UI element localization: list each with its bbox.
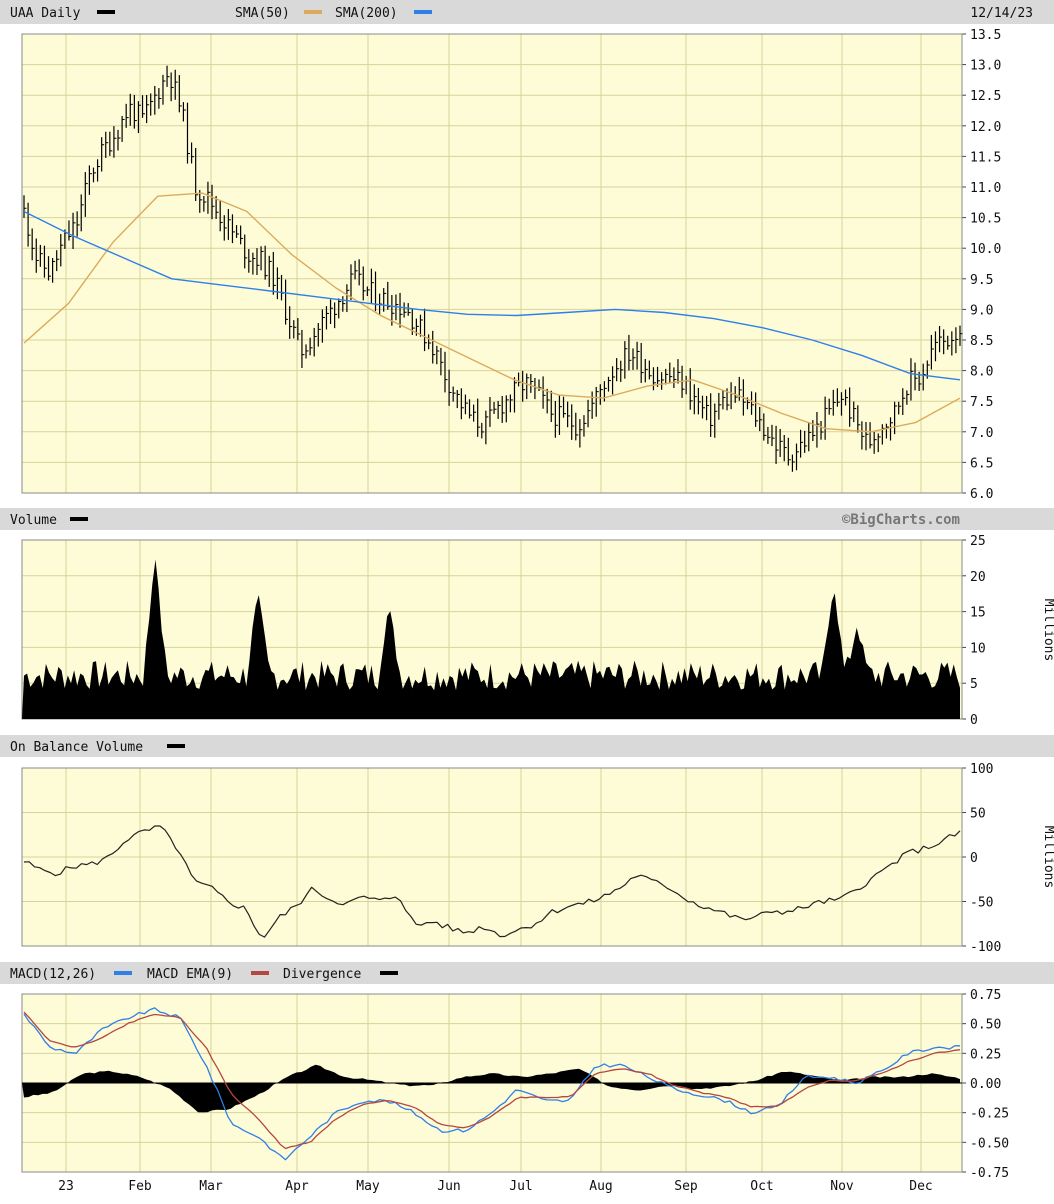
- macd-title: MACD(12,26): [10, 967, 96, 982]
- obv-frame: [21, 767, 963, 947]
- sma200-label: SMA(200): [335, 6, 398, 21]
- x-tick-label-4: May: [356, 1179, 380, 1194]
- x-tick-label-10: Nov: [830, 1179, 854, 1194]
- sma50-line: [23, 192, 961, 433]
- macd-ytick-label-6: -0.75: [970, 1166, 1009, 1181]
- macd-panel: 0.75 0.50 0.25 0.00 -0.25 -0.50 -0.75: [21, 988, 1009, 1181]
- obv-ytick-label-3: -50: [970, 896, 993, 911]
- price-ytick-label-2: 12.5: [970, 89, 1001, 104]
- macd-ytick-label-4: -0.25: [970, 1107, 1009, 1122]
- price-ytick-label-10: 8.5: [970, 334, 993, 349]
- volume-ytick-label-1: 20: [970, 570, 986, 585]
- sma50-legend-swatch: [304, 10, 322, 14]
- obv-line: [23, 825, 961, 938]
- price-panel: 13.5 13.0 12.5 12.0 11.5 11.0 10.5 10.0 9.5 9.0 8.…: [21, 28, 1001, 502]
- price-ytick-label-7: 10.0: [970, 242, 1001, 257]
- macd-ytick-label-5: -0.50: [970, 1136, 1009, 1151]
- sma50-label: SMA(50): [235, 6, 290, 21]
- price-ytick-label-11: 8.0: [970, 365, 993, 380]
- macd-ytick-label-0: 0.75: [970, 988, 1001, 1003]
- x-tick-label-0: 23: [58, 1179, 74, 1194]
- volume-ytick-label-5: 0: [970, 713, 978, 728]
- x-tick-label-2: Mar: [199, 1179, 223, 1194]
- price-ytick-label-8: 9.5: [970, 273, 993, 288]
- obv-ytick-label-2: 0: [970, 851, 978, 866]
- x-tick-label-6: Jul: [509, 1179, 532, 1194]
- obv-title: On Balance Volume: [10, 740, 143, 755]
- price-ytick-label-5: 11.0: [970, 181, 1001, 196]
- price-frame: [21, 33, 963, 494]
- obv-panel: 100 50 0 -50 -100: [21, 762, 1001, 955]
- volume-panel: 25 20 15 10 5 0: [21, 534, 986, 728]
- header-date: 12/14/23: [970, 6, 1033, 21]
- divergence-title: Divergence: [283, 967, 361, 982]
- obv-ytick-label-4: -100: [970, 940, 1001, 955]
- macd-ema-line: [23, 1011, 961, 1150]
- price-ytick-label-1: 13.0: [970, 59, 1001, 74]
- macd-ytick-label-2: 0.25: [970, 1047, 1001, 1062]
- volume-ytick-label-3: 10: [970, 641, 986, 656]
- obv-ytick-label-1: 50: [970, 807, 986, 822]
- price-ytick-label-13: 7.0: [970, 426, 993, 441]
- x-tick-label-8: Sep: [674, 1179, 698, 1194]
- x-tick-label-11: Dec: [909, 1179, 932, 1194]
- price-ytick-label-4: 11.5: [970, 150, 1001, 165]
- obv-unit-label: Millions: [1041, 826, 1054, 889]
- macd-legend-swatch: [114, 971, 132, 975]
- ticker-label: UAA Daily: [10, 6, 81, 21]
- x-tick-label-9: Oct: [750, 1179, 773, 1194]
- divergence-legend-swatch: [380, 971, 398, 975]
- price-plot-area: [22, 34, 962, 493]
- x-tick-label-3: Apr: [285, 1179, 309, 1194]
- sma200-line: [23, 210, 961, 381]
- volume-title: Volume: [10, 513, 57, 528]
- macd-ema-legend-swatch: [251, 971, 269, 975]
- x-tick-label-5: Jun: [437, 1179, 460, 1194]
- sma200-legend-swatch: [414, 10, 432, 14]
- macd-ytick-label-3: 0.00: [970, 1077, 1001, 1092]
- price-ytick-label-9: 9.0: [970, 303, 993, 318]
- volume-unit-label: Millions: [1041, 599, 1054, 662]
- x-axis: 23 Feb Mar Apr May Jun Jul Aug Sep Oct Nov Dec: [58, 1179, 933, 1194]
- price-ytick-label-6: 10.5: [970, 212, 1001, 227]
- volume-ytick-label-4: 5: [970, 677, 978, 692]
- price-header-bar: [0, 0, 1054, 24]
- macd-ema-title: MACD EMA(9): [147, 967, 233, 982]
- volume-legend-swatch: [70, 517, 88, 521]
- volume-area: [22, 559, 960, 719]
- ticker-legend-swatch: [97, 10, 115, 14]
- price-ytick-label-12: 7.5: [970, 395, 993, 410]
- macd-header-bar: [0, 962, 1054, 984]
- price-ytick-label-15: 6.0: [970, 487, 993, 502]
- price-ytick-label-0: 13.5: [970, 28, 1001, 43]
- price-ytick-label-14: 6.5: [970, 456, 993, 471]
- volume-ytick-label-2: 15: [970, 606, 986, 621]
- obv-legend-swatch: [167, 744, 185, 748]
- volume-header-bar: [0, 508, 1054, 530]
- x-tick-label-7: Aug: [589, 1179, 612, 1194]
- macd-ytick-label-1: 0.50: [970, 1018, 1001, 1033]
- watermark: ©BigCharts.com: [842, 512, 960, 528]
- obv-header-bar: [0, 735, 1054, 757]
- divergence-histogram: [22, 1064, 960, 1113]
- volume-ytick-label-0: 25: [970, 534, 986, 549]
- price-ytick-label-3: 12.0: [970, 120, 1001, 135]
- obv-ytick-label-0: 100: [970, 762, 993, 777]
- x-tick-label-1: Feb: [128, 1179, 152, 1194]
